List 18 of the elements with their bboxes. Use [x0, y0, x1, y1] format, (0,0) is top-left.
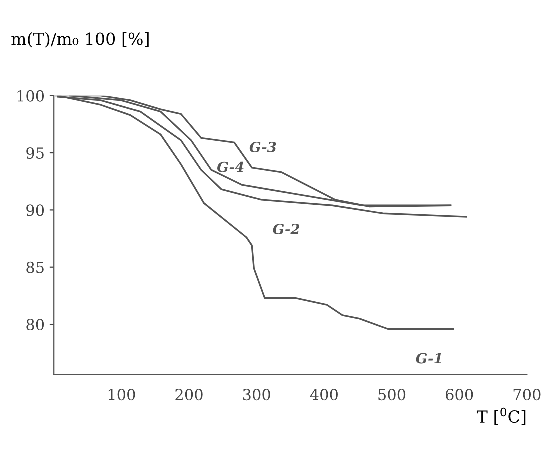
x-tick-label: 400	[310, 389, 338, 401]
series-label: G-1	[416, 353, 442, 364]
y-axis-title: m(T)/m₀ 100 [%]	[12, 32, 149, 48]
x-tick-label: 300	[243, 389, 270, 401]
y-tick-label: 95	[26, 147, 44, 160]
x-tick-label: 200	[176, 389, 203, 401]
series-label: G-3	[250, 142, 276, 152]
series-label: G-4	[218, 162, 244, 172]
y-tick-label: 100	[18, 90, 44, 102]
series-label: G-2	[273, 224, 300, 234]
x-axis-title: T [$^{0}$C]	[476, 408, 526, 426]
x-tick-label: 600	[446, 389, 474, 401]
y-tick-label: 85	[26, 262, 44, 274]
y-tick-label: 90	[26, 204, 44, 216]
x-tick-label: 500	[378, 389, 406, 401]
x-tick-label: 700	[514, 389, 541, 401]
x-tick-label: 100	[108, 389, 136, 401]
y-tick-label: 80	[26, 319, 44, 331]
